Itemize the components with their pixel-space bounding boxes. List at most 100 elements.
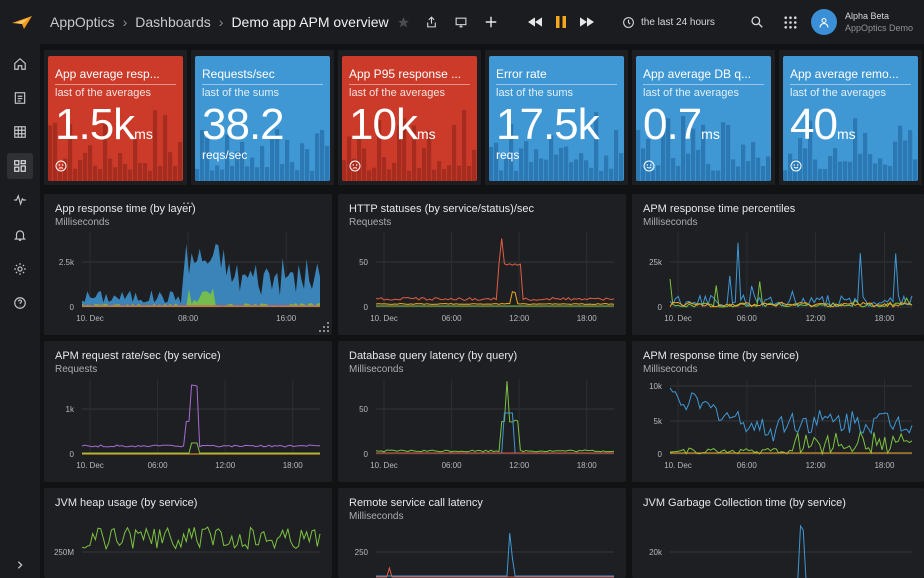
tile-sparkline-bar	[153, 110, 158, 181]
y-tick-label: 0	[70, 450, 75, 459]
tile-sparkline-bar	[539, 158, 544, 181]
tile-sparkline-bar	[589, 167, 594, 181]
y-tick-label: 50	[359, 405, 368, 414]
tile-divider	[202, 84, 323, 85]
time-range-picker[interactable]: the last 24 hours	[622, 0, 715, 44]
panel-subtitle: Requests	[349, 217, 392, 228]
tile-sparkline-bar	[372, 167, 377, 181]
search-button[interactable]	[744, 0, 770, 44]
chart-panel[interactable]: 25k 0 10. Dec 06:00 12:00 18:00 APM response t…	[632, 194, 924, 335]
tile-sparkline-bar	[78, 159, 83, 181]
y-tick-label: 0	[70, 303, 75, 312]
chart-plot: 250	[355, 532, 614, 578]
tile-title: App P95 response ...	[349, 67, 462, 81]
tile-sparkline-bar	[529, 161, 534, 181]
tile-sparkline-bar	[53, 122, 58, 181]
chart-panel[interactable]: 50 0 10. Dec 06:00 12:00 18:00 HTTP statuses (…	[338, 194, 626, 335]
tile-sparkline-bar	[803, 148, 808, 181]
sidebar-item-settings[interactable]	[7, 256, 33, 282]
tile-frame: App average resp... last of the averages 1…	[44, 50, 187, 185]
tile-sparkline-bar	[823, 169, 828, 181]
big-number-tile[interactable]: Error rate last of the sums 17.5k reqs	[489, 56, 624, 181]
sidebar-item-metrics[interactable]	[7, 187, 33, 213]
tile-sparkline-bar	[442, 169, 447, 181]
chart-panel[interactable]: 10k 5k 0 10. Dec 06:00 12:00 18:00 APM response…	[632, 341, 924, 482]
big-number-tile[interactable]: App P95 response ... last of the averages…	[342, 56, 477, 181]
tile-sparkline	[783, 118, 918, 181]
tile-sparkline-bar	[240, 141, 245, 181]
tile-sparkline-bar	[315, 133, 320, 181]
tile-sparkline-bar	[422, 148, 427, 181]
apps-grid-icon[interactable]	[777, 9, 803, 35]
chart-panel[interactable]: 250M JVM heap usage (by service)	[44, 488, 332, 578]
big-number-tile[interactable]: Requests/sec last of the sums 38.2 reqs/sec	[195, 56, 330, 181]
user-icon	[819, 17, 829, 28]
sidebar-item-home[interactable]	[7, 51, 33, 77]
tile-sparkline-bar	[295, 170, 300, 181]
chart-plot: 1k 010. Dec 06:00 12:00 18:00	[66, 379, 321, 470]
share-icon[interactable]	[418, 9, 444, 35]
tile-sparkline-bar	[798, 138, 803, 181]
tile-sparkline-bar	[499, 170, 504, 181]
y-tick-label: 250M	[54, 548, 74, 557]
apps-button[interactable]	[777, 0, 803, 44]
breadcrumb-appoptics[interactable]: AppOptics	[50, 14, 115, 30]
user-menu[interactable]: Alpha Beta AppOptics Demo	[811, 0, 913, 44]
big-number-tile[interactable]: App average resp... last of the averages 1…	[48, 56, 183, 181]
tile-sparkline-bar	[818, 168, 823, 181]
sidebar-expand-button[interactable]	[7, 552, 33, 578]
chart-panel[interactable]: 2.5k 0 10. Dec 08:00 16:00 App response time …	[44, 194, 332, 335]
series-line	[669, 387, 913, 442]
tile-sparkline-bar	[310, 170, 315, 181]
solarwinds-logo[interactable]	[0, 0, 44, 44]
tile-sparkline-bar	[265, 167, 270, 181]
more-options-icon[interactable]: ⋯	[182, 196, 195, 210]
pause-icon[interactable]	[548, 9, 574, 35]
tile-sparkline-bar	[711, 170, 716, 181]
search-icon[interactable]	[744, 9, 770, 35]
tile-sparkline-bar	[793, 159, 798, 181]
tile-frame: App average DB q... last of the averages 0…	[632, 50, 775, 185]
chart-panel[interactable]: 20k JVM Garbage Collection time (by servi…	[632, 488, 924, 578]
tile-sparkline-bar	[230, 165, 235, 181]
big-number-tile[interactable]: App average remo... last of the averages 4…	[783, 56, 918, 181]
panel-title: Remote service call latency	[349, 497, 483, 509]
breadcrumb-dashboards[interactable]: Dashboards	[135, 14, 211, 30]
series-line	[82, 442, 320, 454]
chart-panel[interactable]: 1k 0 10. Dec 06:00 12:00 18:00 APM request rat…	[44, 341, 332, 482]
chart-panel[interactable]: 250 Remote service call latency Millisecon…	[338, 488, 626, 578]
tile-sparkline-bar	[342, 160, 347, 181]
tile-value-number: 0.7	[643, 100, 702, 149]
series-area	[82, 243, 320, 307]
tile-sparkline-bar	[651, 170, 656, 181]
rewind-icon[interactable]	[522, 9, 548, 35]
tile-sparkline	[195, 129, 330, 181]
big-number-tile[interactable]: App average DB q... last of the averages 0…	[636, 56, 771, 181]
tile-sparkline-bar	[220, 169, 225, 181]
tile-sparkline-bar	[843, 161, 848, 181]
tile-sparkline-bar	[873, 163, 878, 181]
series-line	[669, 242, 913, 309]
resize-handle-icon[interactable]	[319, 322, 329, 332]
star-icon[interactable]	[390, 9, 416, 35]
add-icon[interactable]	[478, 9, 504, 35]
tile-sparkline-bar	[731, 159, 736, 181]
tile-sparkline-bar	[48, 125, 53, 181]
sidebar-item-dashboards[interactable]	[7, 153, 33, 179]
sidebar-item-help[interactable]	[7, 290, 33, 316]
dashboard-title: Demo app APM overview	[231, 14, 389, 30]
monitor-icon[interactable]	[448, 9, 474, 35]
avatar[interactable]	[811, 9, 837, 35]
x-tick-label: 10. Dec	[370, 314, 398, 323]
tile-sparkline-bar	[833, 148, 838, 181]
help-icon	[14, 297, 26, 309]
sidebar-item-logs[interactable]	[7, 85, 33, 111]
chart-panel[interactable]: 50 0 10. Dec 06:00 12:00 18:00 Database query …	[338, 341, 626, 482]
tile-frame: App P95 response ... last of the averages…	[338, 50, 481, 185]
fast-forward-icon[interactable]	[574, 9, 600, 35]
tile-sparkline-bar	[397, 125, 402, 181]
panel-title: JVM heap usage (by service)	[55, 497, 198, 509]
sidebar-item-alerts[interactable]	[7, 222, 33, 248]
sidebar-item-infrastructure[interactable]	[7, 119, 33, 145]
tile-sparkline-bar	[848, 161, 853, 181]
